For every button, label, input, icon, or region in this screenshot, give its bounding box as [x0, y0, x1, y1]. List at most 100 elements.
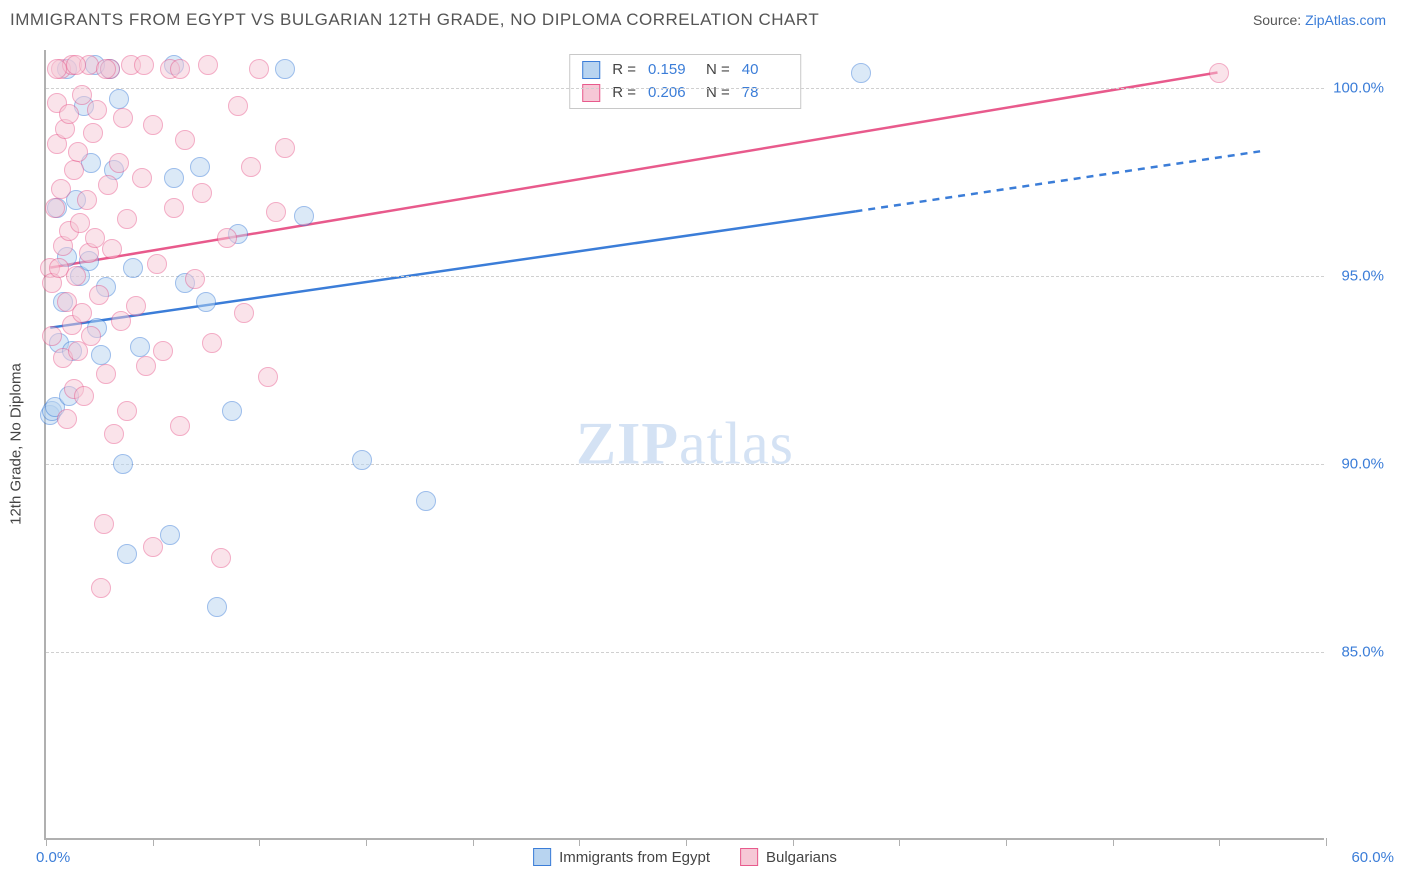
data-point-bulgarians: [153, 341, 173, 361]
header: IMMIGRANTS FROM EGYPT VS BULGARIAN 12TH …: [0, 0, 1406, 36]
r-label: R =: [612, 82, 636, 105]
data-point-bulgarians: [109, 153, 129, 173]
data-point-bulgarians: [45, 198, 65, 218]
data-point-bulgarians: [66, 266, 86, 286]
data-point-egypt: [109, 89, 129, 109]
data-point-bulgarians: [47, 59, 67, 79]
data-point-bulgarians: [83, 123, 103, 143]
data-point-egypt: [207, 597, 227, 617]
n-value-egypt: 40: [742, 59, 788, 82]
data-point-bulgarians: [66, 55, 86, 75]
r-value-bulgarians: 0.206: [648, 82, 694, 105]
data-point-bulgarians: [143, 115, 163, 135]
data-point-egypt: [294, 206, 314, 226]
data-point-bulgarians: [113, 108, 133, 128]
data-point-bulgarians: [1209, 63, 1229, 83]
watermark: ZIPatlas: [576, 410, 794, 479]
data-point-bulgarians: [170, 59, 190, 79]
data-point-egypt: [130, 337, 150, 357]
data-point-bulgarians: [143, 537, 163, 557]
data-point-bulgarians: [104, 424, 124, 444]
swatch-bulgarians: [582, 84, 600, 102]
x-tick: [1113, 838, 1114, 846]
y-axis-label: 12th Grade, No Diploma: [8, 363, 25, 525]
gridline: [46, 464, 1324, 465]
plot-area: 12th Grade, No Diploma ZIPatlas R = 0.15…: [44, 50, 1324, 840]
data-point-bulgarians: [192, 183, 212, 203]
data-point-bulgarians: [147, 254, 167, 274]
data-point-bulgarians: [64, 160, 84, 180]
n-label: N =: [706, 82, 730, 105]
r-value-egypt: 0.159: [648, 59, 694, 82]
data-point-bulgarians: [228, 96, 248, 116]
data-point-bulgarians: [68, 142, 88, 162]
data-point-bulgarians: [59, 104, 79, 124]
legend-item-bulgarians: Bulgarians: [740, 848, 837, 866]
swatch-bulgarians: [740, 848, 758, 866]
legend-label-egypt: Immigrants from Egypt: [559, 849, 710, 866]
data-point-bulgarians: [102, 239, 122, 259]
y-tick-label: 100.0%: [1333, 79, 1384, 96]
data-point-bulgarians: [164, 198, 184, 218]
chart-title: IMMIGRANTS FROM EGYPT VS BULGARIAN 12TH …: [10, 10, 819, 30]
data-point-bulgarians: [136, 356, 156, 376]
data-point-bulgarians: [72, 303, 92, 323]
x-axis-max-label: 60.0%: [1351, 849, 1394, 866]
data-point-bulgarians: [134, 55, 154, 75]
data-point-bulgarians: [91, 578, 111, 598]
x-tick: [1006, 838, 1007, 846]
x-tick: [46, 838, 47, 846]
x-tick: [793, 838, 794, 846]
n-value-bulgarians: 78: [742, 82, 788, 105]
data-point-bulgarians: [74, 386, 94, 406]
data-point-egypt: [164, 168, 184, 188]
data-point-bulgarians: [117, 209, 137, 229]
chart-area: 12th Grade, No Diploma ZIPatlas R = 0.15…: [44, 50, 1374, 840]
data-point-egypt: [113, 454, 133, 474]
data-point-egypt: [160, 525, 180, 545]
y-tick-label: 95.0%: [1341, 267, 1384, 284]
data-point-bulgarians: [77, 190, 97, 210]
watermark-atlas: atlas: [679, 411, 794, 477]
data-point-bulgarians: [202, 333, 222, 353]
x-tick: [473, 838, 474, 846]
gridline: [46, 88, 1324, 89]
data-point-bulgarians: [132, 168, 152, 188]
x-tick: [686, 838, 687, 846]
correlation-row-bulgarians: R = 0.206 N = 78: [582, 82, 788, 105]
y-tick-label: 90.0%: [1341, 455, 1384, 472]
data-point-bulgarians: [170, 416, 190, 436]
data-point-bulgarians: [126, 296, 146, 316]
data-point-bulgarians: [94, 514, 114, 534]
x-tick: [259, 838, 260, 846]
r-label: R =: [612, 59, 636, 82]
data-point-egypt: [222, 401, 242, 421]
y-tick-label: 85.0%: [1341, 643, 1384, 660]
source: Source: ZipAtlas.com: [1253, 12, 1386, 28]
x-tick: [1219, 838, 1220, 846]
data-point-bulgarians: [57, 409, 77, 429]
data-point-bulgarians: [185, 269, 205, 289]
trendline: [855, 151, 1260, 211]
data-point-egypt: [123, 258, 143, 278]
data-point-bulgarians: [42, 326, 62, 346]
data-point-egypt: [275, 59, 295, 79]
gridline: [46, 652, 1324, 653]
data-point-bulgarians: [87, 100, 107, 120]
data-point-bulgarians: [96, 364, 116, 384]
gridline: [46, 276, 1324, 277]
data-point-egypt: [196, 292, 216, 312]
swatch-egypt: [582, 61, 600, 79]
series-legend: Immigrants from Egypt Bulgarians: [533, 848, 837, 866]
source-link[interactable]: ZipAtlas.com: [1305, 12, 1386, 28]
data-point-bulgarians: [211, 548, 231, 568]
x-tick: [366, 838, 367, 846]
swatch-egypt: [533, 848, 551, 866]
data-point-bulgarians: [249, 59, 269, 79]
data-point-bulgarians: [111, 311, 131, 331]
chart-container: IMMIGRANTS FROM EGYPT VS BULGARIAN 12TH …: [0, 0, 1406, 892]
data-point-bulgarians: [51, 179, 71, 199]
data-point-egypt: [352, 450, 372, 470]
data-point-egypt: [190, 157, 210, 177]
data-point-bulgarians: [241, 157, 261, 177]
